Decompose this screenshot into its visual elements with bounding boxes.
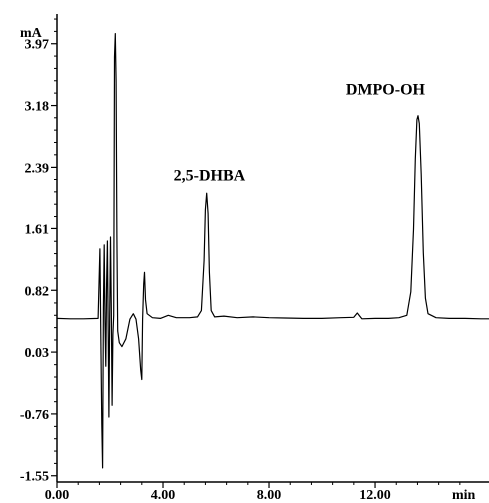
- y-tick-label: 2.39: [25, 161, 50, 176]
- ticks: [51, 18, 461, 488]
- y-tick-label: 0.03: [25, 346, 50, 361]
- y-tick-label: 0.82: [25, 284, 50, 299]
- x-tick-label: 4.00: [151, 488, 176, 503]
- y-tick-label: 3.97: [25, 38, 50, 53]
- y-axis-unit-label: mA: [20, 26, 43, 41]
- series-line: [56, 33, 489, 469]
- peak-annotation: 2,5-DHBA: [174, 168, 246, 185]
- annotations: 2,5-DHBA DMPO-OH: [174, 82, 426, 185]
- y-tick-label: -1.55: [20, 470, 49, 485]
- x-axis-unit-label: min: [452, 488, 476, 503]
- tick-labels: -1.55 -0.76 0.03 0.82 1.61 2.39 3.18 3.97 0.00 4.…: [20, 38, 391, 503]
- x-tick-label: 0.00: [45, 488, 70, 503]
- y-tick-label: 3.18: [25, 100, 50, 115]
- y-tick-label: 1.61: [25, 222, 50, 237]
- series: [56, 33, 489, 469]
- peak-annotation: DMPO-OH: [346, 82, 426, 99]
- x-tick-label: 12.00: [359, 488, 391, 503]
- y-tick-label: -0.76: [20, 408, 49, 423]
- x-tick-label: 8.00: [257, 488, 282, 503]
